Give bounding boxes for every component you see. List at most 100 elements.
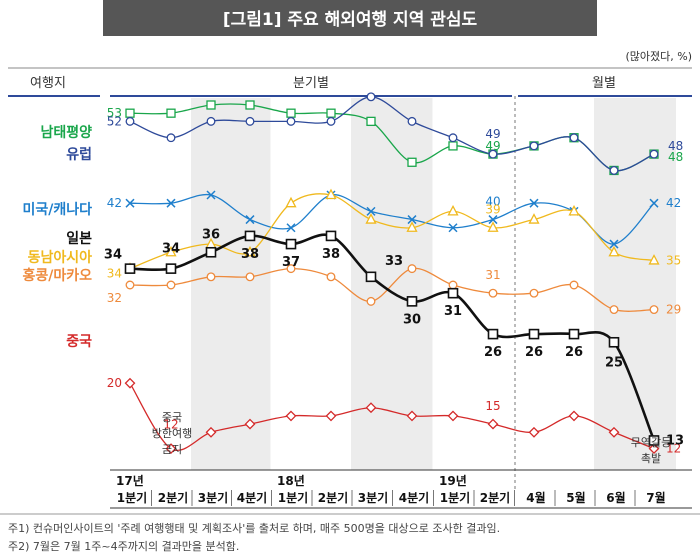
data-label-0-0: 53 [107,106,122,120]
point-2-9 [488,215,498,225]
x-tick-label-7: 4분기 [399,490,429,505]
point-5-10 [529,288,539,298]
point-6-9 [487,418,499,430]
series-1: 52 49 48 [107,92,683,175]
header-monthly: 월별 [592,76,616,91]
point-4-11 [568,328,580,340]
point-6-13 [648,443,660,455]
point-6-5 [325,410,337,422]
point-0-4 [286,108,296,118]
footnote-1: 주1) 컨슈머인사이트의 '주례 여행행태 및 계획조사'를 출처로 하며, 매… [8,521,500,535]
footnote-2: 주2) 7월은 7월 1주~4주까지의 결과만을 분석함. [8,540,239,553]
point-3-6 [365,213,377,224]
point-4-9 [487,328,499,340]
point-4-5 [325,230,337,242]
point-4-6 [365,271,377,283]
point-4-1 [165,263,177,274]
series-line-3 [129,193,655,270]
point-6-4 [285,410,297,422]
x-tick-label-11: 5월 [566,490,585,505]
point-2-2 [206,190,216,200]
data-label-1-13: 48 [668,139,683,153]
x-tick-label-5: 2분기 [318,490,348,505]
annotation-china-ban: 중국 방한여행 금지 [152,411,192,456]
data-label-6-13: 12 [666,442,681,456]
legend-item-4: 일본 [66,231,92,247]
point-0-5 [326,108,336,118]
point-4-10 [528,328,540,340]
band-2 [351,98,433,470]
x-tick-label-9: 2분기 [480,490,510,505]
point-3-4 [285,196,297,208]
legend-item-3: 동남아시아 [28,249,93,266]
data-label-4-11: 26 [565,345,583,360]
point-1-5 [326,116,336,126]
annotation-trade-line2: 촉발 [641,452,661,465]
x-axis: 17년 18년 19년 1분기 2분기 3분기 4분기 1분기 2분기 3분기 4분기 1분기 2분기 4… [116,474,666,506]
point-1-13 [649,149,659,159]
point-0-1 [166,108,176,118]
x-tick-label-4: 1분기 [278,490,308,505]
point-0-3 [245,100,255,110]
point-4-4 [285,238,297,250]
point-1-9 [488,149,498,159]
header-quarterly: 분기별 [293,76,329,91]
point-3-5 [325,188,337,200]
point-5-2 [206,272,216,282]
point-3-12 [608,245,620,257]
series-5: 32 31 29 [107,264,681,317]
annotation-china-line2: 방한여행 [152,427,192,440]
x-tick-label-8: 1분기 [440,490,470,505]
data-label-5-9: 31 [485,268,500,282]
point-5-8 [448,280,458,290]
point-2-10 [529,198,539,208]
x-tick-label-13: 7월 [646,490,665,505]
annotation-trade-line1: 무역갈등 [631,435,671,449]
data-label-4-8: 31 [444,304,462,319]
point-3-9 [487,221,499,232]
point-6-0 [124,377,136,389]
point-6-11 [568,410,580,422]
point-5-0 [125,280,135,290]
data-label-4-12: 25 [605,355,623,370]
point-6-3 [244,418,256,430]
point-3-13 [648,254,660,265]
data-label-2-0: 42 [107,196,122,210]
data-label-5-0: 32 [107,291,122,305]
annotation-trade-dispute: 무역갈등 촉발 [631,435,671,465]
point-6-6 [365,402,377,414]
x-tick-label-0: 1분기 [117,490,147,505]
point-1-8 [448,133,458,143]
annotation-china-line1: 중국 [162,411,182,424]
data-label-4-10: 26 [525,345,543,360]
data-label-4-2: 36 [202,227,220,242]
x-year-label-4: 18년 [277,474,305,488]
data-label-4-4: 37 [282,255,300,270]
legend-item-2: 미국/캐나다 [22,202,92,218]
data-label-5-13: 29 [666,303,681,317]
band-3 [594,98,676,470]
point-1-1 [166,133,176,143]
point-3-8 [447,204,459,216]
data-label-2-9: 40 [485,195,500,209]
data-label-1-0: 52 [107,114,122,128]
point-5-11 [569,280,579,290]
unit-label: (많아졌다, %) [625,50,692,63]
point-0-2 [206,100,216,110]
point-5-5 [326,272,336,282]
point-3-1 [165,245,177,257]
point-5-6 [366,296,376,306]
data-label-3-0: 34 [107,267,122,281]
x-year-label-8: 19년 [439,474,467,488]
data-label-6-9: 15 [485,399,500,413]
point-5-1 [166,280,176,290]
data-label-2-13: 42 [666,196,681,210]
point-2-6 [366,206,376,216]
x-tick-label-6: 3분기 [358,490,388,505]
point-4-0 [124,263,136,274]
data-label-3-9: 39 [485,203,500,217]
point-3-3 [244,245,256,257]
point-6-2 [205,426,217,438]
